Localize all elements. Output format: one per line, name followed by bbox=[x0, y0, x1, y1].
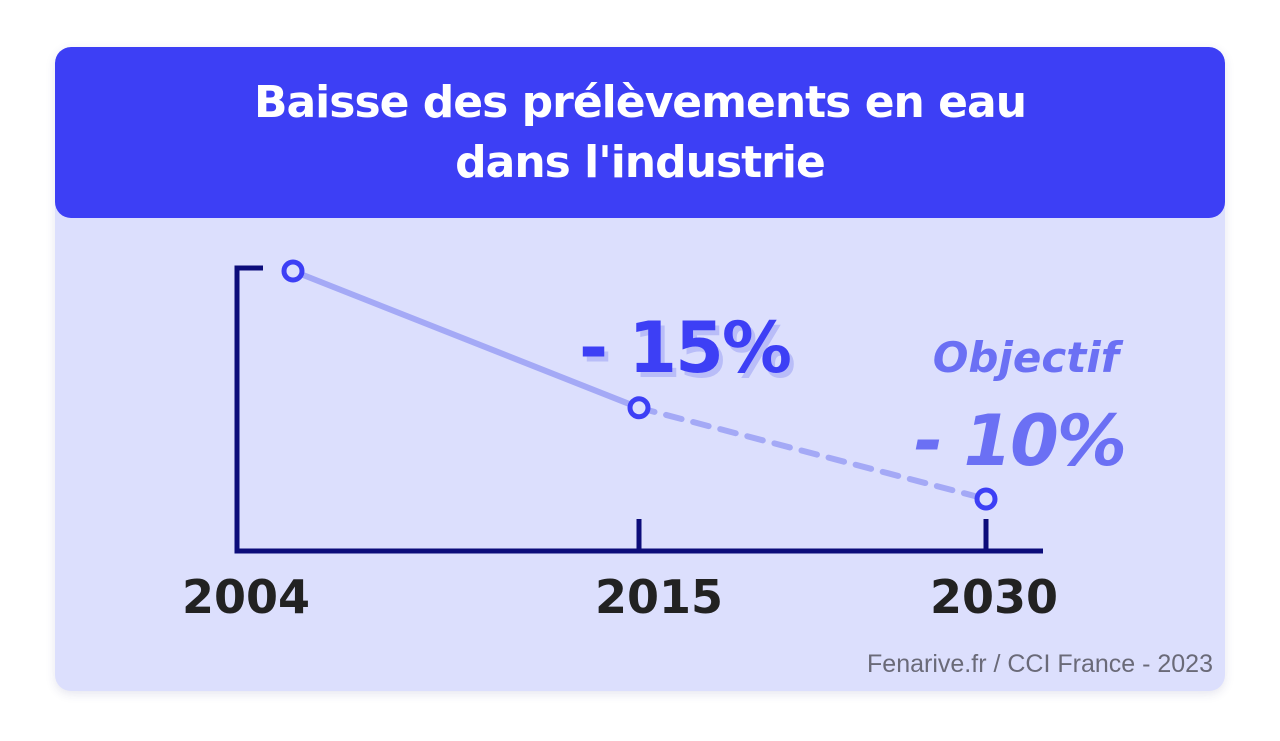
x-tick-label-2015: 2015 bbox=[595, 570, 723, 624]
data-point-2015 bbox=[627, 396, 651, 420]
chart-title: Baisse des prélèvements en eau dans l'in… bbox=[253, 76, 1027, 188]
annotation-shadow: - 15% bbox=[583, 312, 794, 394]
header-banner: Baisse des prélèvements en eau dans l'in… bbox=[55, 47, 1225, 218]
series-line-2015-2030 bbox=[636, 404, 989, 502]
source-credit: Fenarive.fr / CCI France - 2023 bbox=[867, 650, 1213, 678]
chart-lines bbox=[290, 268, 989, 502]
annotation-objectif-label: Objectif bbox=[933, 333, 1124, 382]
infographic-card: Baisse des prélèvements en eau dans l'in… bbox=[55, 47, 1225, 691]
data-point-2004 bbox=[281, 259, 305, 283]
x-tick-label-2004: 2004 bbox=[182, 570, 310, 624]
chart-axes bbox=[234, 265, 1043, 554]
line-chart: 2004 2015 2030 - 15%- 15% Objectif - 10% bbox=[182, 259, 1127, 624]
series-line-2004-2015 bbox=[290, 268, 642, 411]
annotation-2015: - 15% bbox=[579, 307, 790, 389]
x-tick-label-2030: 2030 bbox=[930, 570, 1058, 624]
annotation-2030: - 10% bbox=[914, 400, 1125, 482]
chart-annotations: - 15%- 15% Objectif - 10% bbox=[579, 307, 1127, 482]
data-point-2030 bbox=[974, 487, 998, 511]
chart-points bbox=[281, 259, 998, 511]
chart-labels: 2004 2015 2030 bbox=[182, 570, 1058, 624]
